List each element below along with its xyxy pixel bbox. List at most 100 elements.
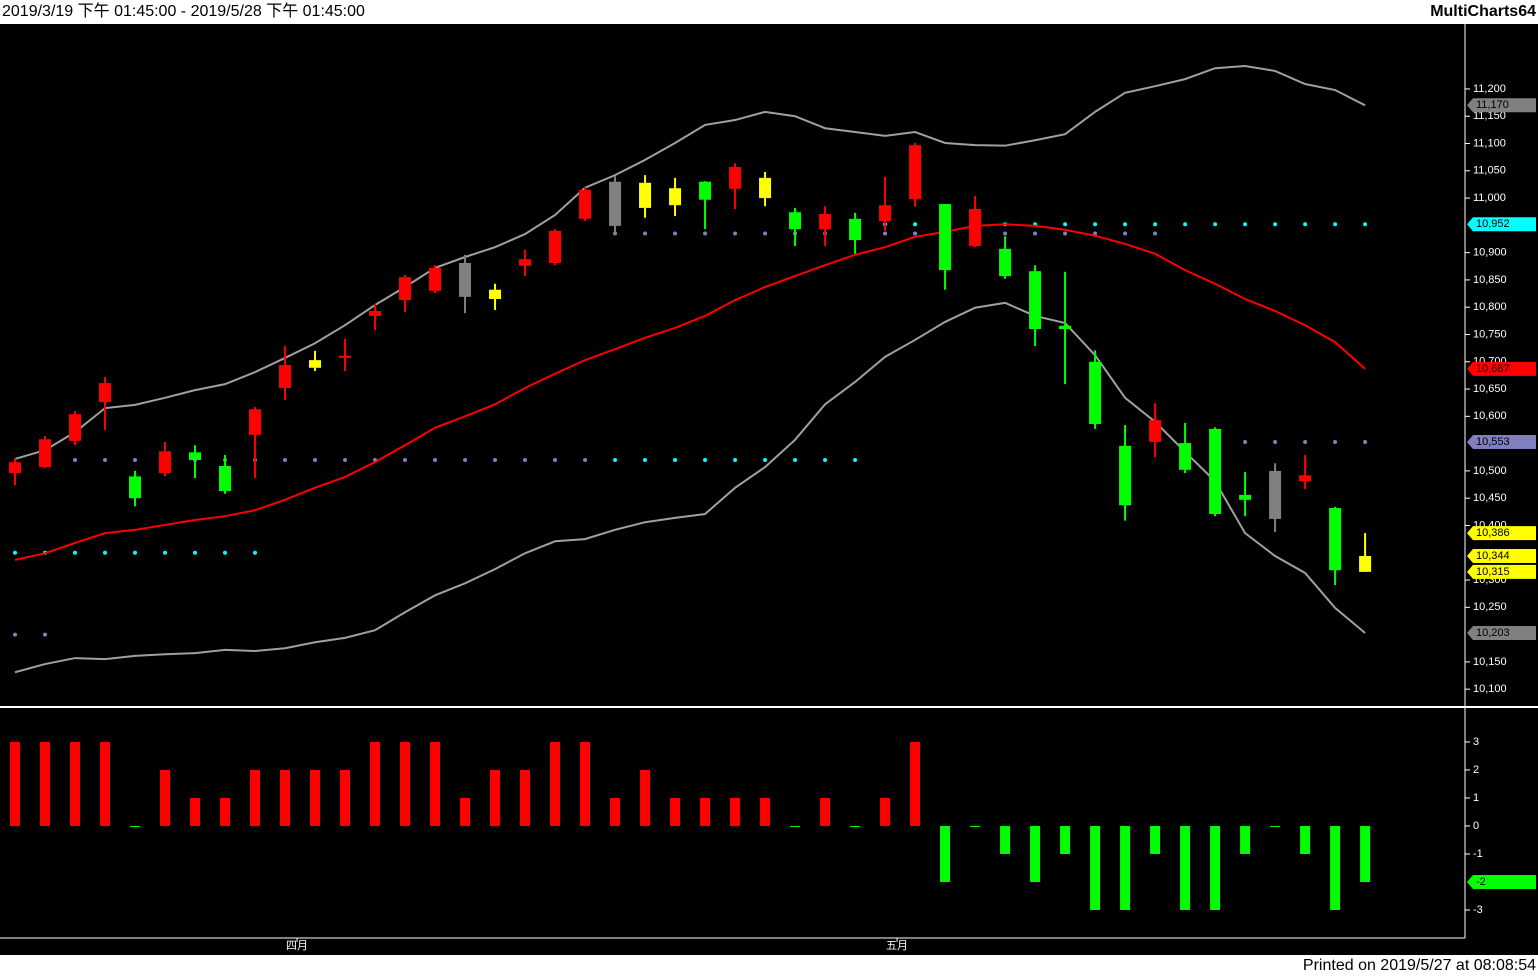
candle-body <box>639 182 652 208</box>
indicator-bar <box>910 741 921 826</box>
header-bar <box>0 0 1538 24</box>
indicator-bar <box>370 741 381 826</box>
candle-body <box>309 360 322 368</box>
y2-tick-label: 3 <box>1473 736 1479 748</box>
indicator-bar <box>970 825 981 827</box>
candle-body <box>939 204 952 271</box>
y-tick-label: 10,800 <box>1473 301 1507 313</box>
y2-tick-label: 0 <box>1473 820 1479 832</box>
candle-body <box>1149 420 1162 442</box>
candle-body <box>1329 508 1342 571</box>
candle-body <box>879 205 892 221</box>
candle-body <box>489 289 502 300</box>
level-dot <box>463 457 468 462</box>
price-label: 10,553 <box>1476 436 1510 448</box>
level-dot <box>1273 222 1278 227</box>
candle-body <box>819 213 832 230</box>
level-dot <box>193 550 198 555</box>
level-dot <box>583 457 588 462</box>
candle-body <box>459 263 472 297</box>
y-tick-label: 10,500 <box>1473 465 1507 477</box>
level-dot <box>913 222 918 227</box>
level-dot <box>1033 231 1038 236</box>
price-label-box <box>1467 625 1536 640</box>
indicator-bar <box>1000 825 1011 854</box>
level-dot <box>823 457 828 462</box>
level-dot <box>1243 439 1248 444</box>
level-dot <box>673 231 678 236</box>
indicator-label-box <box>1467 874 1536 889</box>
y-tick-label: 11,100 <box>1473 137 1506 149</box>
candle-body <box>9 462 22 474</box>
level-dot <box>13 550 18 555</box>
y-tick-label: 11,000 <box>1473 192 1506 204</box>
level-dot <box>253 550 258 555</box>
candle-body <box>1059 325 1072 330</box>
candle-body <box>189 452 202 460</box>
y2-tick-label: -1 <box>1473 848 1483 860</box>
candle-body <box>1089 361 1102 424</box>
level-dot <box>1123 222 1128 227</box>
level-dot <box>703 457 708 462</box>
y-tick-label: 11,050 <box>1473 165 1506 177</box>
price-label-box <box>1467 549 1536 564</box>
indicator-bar <box>340 769 351 826</box>
candle-body <box>759 177 772 199</box>
level-dot <box>643 231 648 236</box>
brand: MultiCharts64 <box>1430 3 1536 20</box>
indicator-bar <box>730 797 741 826</box>
indicator-bar <box>70 741 81 826</box>
y2-tick-label: 1 <box>1473 792 1479 804</box>
candle-body <box>669 188 682 206</box>
x-tick-label: 五月 <box>886 940 908 952</box>
level-dot <box>523 457 528 462</box>
level-dot <box>853 457 858 462</box>
y-tick-label: 10,450 <box>1473 492 1507 504</box>
level-dot <box>643 457 648 462</box>
level-dot <box>223 550 228 555</box>
level-dot <box>1243 222 1248 227</box>
indicator-bar <box>850 825 861 827</box>
candle-body <box>519 259 532 266</box>
y-tick-label: 11,200 <box>1473 83 1506 95</box>
indicator-bar <box>310 769 321 826</box>
level-dot <box>283 457 288 462</box>
y2-tick-label: -3 <box>1473 904 1483 916</box>
price-label-box <box>1467 98 1536 113</box>
candle-body <box>1299 475 1312 482</box>
candle-body <box>39 439 52 468</box>
level-dot <box>1363 222 1368 227</box>
level-dot <box>73 550 78 555</box>
candle-body <box>1239 494 1252 500</box>
indicator-bar <box>1150 825 1161 854</box>
candle-body <box>1209 428 1222 515</box>
level-dot <box>1003 231 1008 236</box>
indicator-bar <box>400 741 411 826</box>
level-dot <box>433 457 438 462</box>
indicator-bar <box>1360 825 1371 882</box>
price-label: 11,170 <box>1476 99 1509 111</box>
level-dot <box>103 550 108 555</box>
level-dot <box>493 457 498 462</box>
price-label: 10,203 <box>1476 627 1510 639</box>
indicator-bar <box>880 797 891 826</box>
candle-body <box>129 476 142 499</box>
indicator-bar <box>430 741 441 826</box>
level-dot <box>1123 231 1128 236</box>
level-dot <box>733 231 738 236</box>
level-dot <box>1363 439 1368 444</box>
indicator-bar <box>250 769 261 826</box>
indicator-bar <box>10 741 21 826</box>
level-dot <box>883 231 888 236</box>
indicator-bar <box>1030 825 1041 882</box>
level-dot <box>1183 222 1188 227</box>
y-tick-label: 10,600 <box>1473 410 1507 422</box>
indicator-bar <box>790 825 801 827</box>
candle-body <box>999 248 1012 277</box>
price-label-box <box>1467 217 1536 232</box>
level-dot <box>913 231 918 236</box>
indicator-bar <box>820 797 831 826</box>
indicator-bar <box>1330 825 1341 910</box>
level-dot <box>403 457 408 462</box>
